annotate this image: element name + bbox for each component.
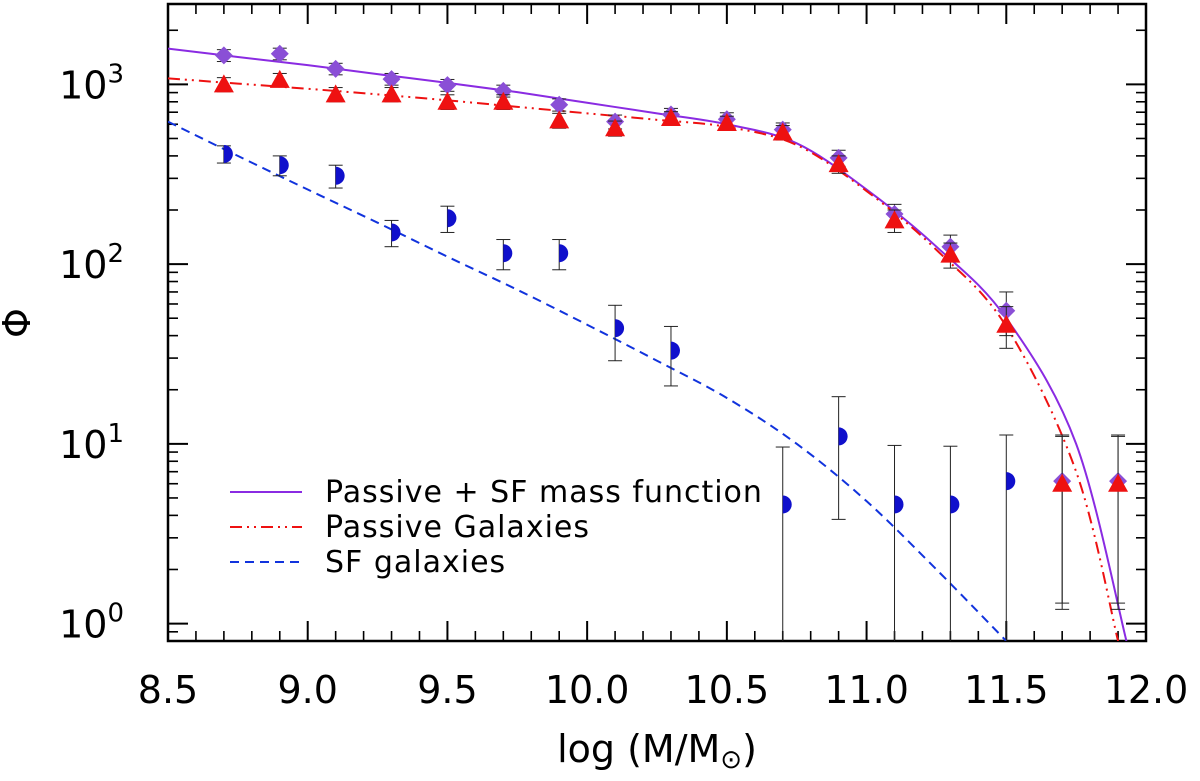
y-tick-label: 102	[59, 239, 124, 287]
y-axis-label: Φ	[0, 308, 39, 338]
x-tick-label: 11.0	[824, 668, 909, 712]
y-tick-exponent: 1	[107, 419, 124, 449]
x-tick-label: 10.5	[685, 668, 770, 712]
curve-solid	[168, 47, 1128, 641]
half-circle-marker	[223, 144, 233, 163]
half-circle-marker	[838, 427, 848, 446]
y-tick-label: 100	[59, 599, 124, 647]
triangle-marker	[381, 84, 402, 103]
half-circle-marker	[503, 244, 513, 263]
model-curves	[168, 47, 1128, 641]
tick-labels: 8.5 9.0 9.5 10.0 10.5 11.0 11.5 12.010010110210…	[59, 59, 1188, 712]
diamond-marker	[270, 44, 289, 63]
x-tick-label: 11.5	[964, 668, 1049, 712]
y-tick-exponent: 3	[107, 59, 124, 89]
x-tick-label: 12.0	[1104, 668, 1189, 712]
triangle-marker	[884, 210, 905, 229]
triangle-marker	[605, 118, 626, 137]
triangle-marker	[493, 91, 514, 110]
curve-dash-dot-dot	[168, 77, 1120, 641]
half-circle-marker	[782, 495, 792, 514]
x-tick-label: 9.0	[277, 668, 337, 712]
half-circle-marker	[391, 223, 401, 242]
half-circle-marker	[615, 319, 625, 338]
half-circle-marker	[279, 156, 289, 175]
data-points	[213, 44, 1129, 641]
diamond-marker	[438, 76, 457, 95]
triangle-marker	[549, 110, 570, 129]
half-circle-marker	[1006, 472, 1016, 491]
half-circle-marker	[950, 495, 960, 514]
diamond-marker	[326, 59, 345, 78]
half-circle-marker	[559, 244, 569, 263]
triangle-marker	[213, 74, 234, 93]
x-axis-label: log (M/M⊙)	[557, 727, 757, 775]
half-circle-marker	[447, 209, 457, 228]
half-circle-marker	[335, 166, 345, 185]
y-tick-label: 103	[59, 59, 124, 107]
plot-frame	[166, 2, 1148, 643]
diamond-marker	[214, 46, 233, 65]
legend-label: Passive + SF mass function	[325, 475, 763, 510]
y-tick-exponent: 2	[107, 239, 124, 269]
triangle-marker	[437, 91, 458, 110]
curve-dashed	[168, 120, 1008, 641]
y-tick-label: 101	[59, 419, 124, 467]
x-tick-label: 9.5	[417, 668, 477, 712]
triangle-marker	[660, 107, 681, 126]
x-tick-label: 8.5	[138, 668, 198, 712]
triangle-marker	[828, 154, 849, 173]
half-circle-marker	[670, 341, 680, 360]
axis-ticks	[167, 4, 1147, 641]
x-tick-label: 10.0	[545, 668, 630, 712]
triangle-marker	[716, 112, 737, 131]
legend-label: Passive Galaxies	[325, 510, 590, 545]
triangle-marker	[269, 69, 290, 88]
diamond-marker	[382, 70, 401, 89]
triangle-marker	[1108, 473, 1129, 492]
legend-label: SF galaxies	[325, 545, 506, 580]
triangle-marker	[772, 122, 793, 141]
diamond-marker	[494, 81, 513, 100]
triangle-marker	[325, 84, 346, 103]
y-tick-exponent: 0	[107, 599, 124, 629]
triangle-marker	[940, 244, 961, 263]
half-circle-marker	[894, 495, 904, 514]
diamond-marker	[550, 95, 569, 114]
triangle-marker	[1052, 473, 1073, 492]
triangle-marker	[996, 314, 1017, 333]
